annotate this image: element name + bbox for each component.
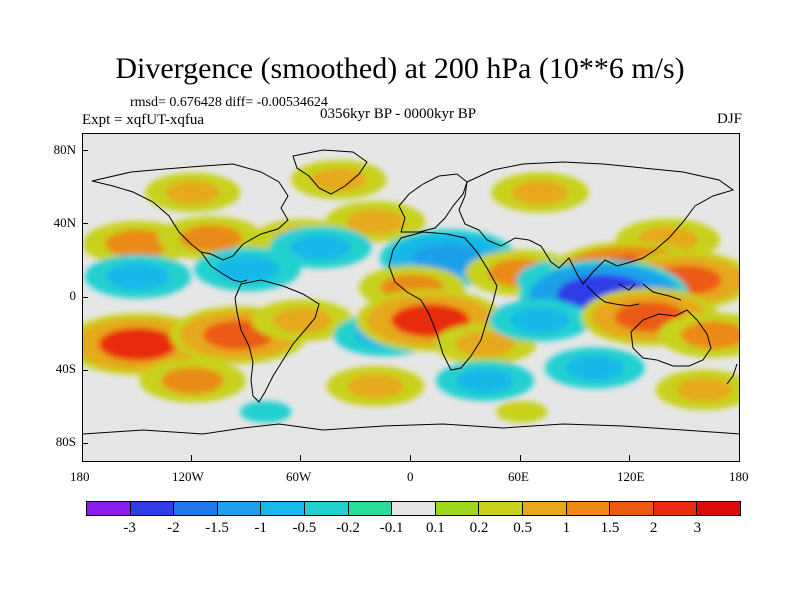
- experiment-label: Expt = xqfUT-xqfua: [82, 112, 205, 128]
- divergence-blob: [98, 327, 177, 361]
- y-tick-mark: [82, 223, 88, 224]
- colorbar-swatch: [304, 502, 349, 515]
- divergence-blob: [391, 303, 470, 337]
- colorbar-label: 1: [562, 520, 571, 536]
- x-tick-label: 0: [407, 469, 414, 484]
- colorbar-swatch: [261, 502, 305, 515]
- colorbar-label: -1.5: [205, 520, 229, 536]
- colorbar-label: 3: [693, 520, 702, 536]
- coastline-south-america: [234, 279, 320, 403]
- period-label: 0356kyr BP - 0000kyr BP: [320, 106, 477, 122]
- divergence-blob: [165, 180, 220, 205]
- x-tick-mark: [300, 455, 301, 461]
- colorbar-swatch: [479, 502, 523, 515]
- x-tick-mark: [410, 455, 411, 461]
- colorbar-label: -2: [167, 520, 180, 536]
- divergence-blob: [240, 400, 292, 423]
- x-tick-mark: [520, 455, 521, 461]
- divergence-blob: [565, 355, 624, 381]
- divergence-blob: [105, 229, 171, 258]
- colorbar-swatch: [566, 502, 611, 515]
- colorbar-label: -0.2: [336, 520, 360, 536]
- y-tick-label: 40S: [55, 361, 76, 376]
- coastline-new-zealand: [726, 363, 738, 385]
- y-tick-mark: [82, 297, 88, 298]
- coastlines: [83, 149, 739, 435]
- colorbar-swatch: [697, 502, 740, 515]
- colorbar-swatch: [130, 502, 175, 515]
- divergence-blob: [179, 224, 243, 252]
- divergence-blob: [347, 374, 404, 399]
- y-tick-label: 0: [69, 288, 77, 303]
- colorbar-swatch: [217, 502, 262, 515]
- colorbar: [86, 501, 741, 516]
- y-tick-label: 80S: [55, 434, 76, 449]
- coastline-central-america: [200, 251, 248, 283]
- y-tick-label: 80N: [53, 142, 76, 157]
- coastline-europe: [398, 173, 468, 233]
- colorbar-label: 0.1: [425, 520, 445, 536]
- colorbar-swatch: [348, 502, 393, 515]
- colorbar-label: 1.5: [600, 520, 620, 536]
- colorbar-swatch: [653, 502, 698, 515]
- divergence-blob: [290, 234, 351, 260]
- x-tick-mark: [191, 455, 192, 461]
- colorbar-label: -3: [123, 520, 136, 536]
- y-tick-mark: [82, 443, 88, 444]
- divergence-blob: [680, 321, 739, 349]
- divergence-map: [83, 134, 739, 461]
- coastline-antarctica: [83, 423, 739, 435]
- rmsd-diff-text: rmsd= 0.676428 diff= -0.00534624: [130, 95, 328, 110]
- x-tick-mark: [629, 455, 630, 461]
- y-tick-label: 40N: [53, 215, 76, 230]
- divergence-blob: [455, 331, 515, 357]
- x-tick-label: 120E: [617, 469, 645, 484]
- map-plot-area: [82, 133, 740, 462]
- divergence-blob: [457, 368, 514, 393]
- colorbar-swatch: [87, 502, 131, 515]
- divergence-blob: [272, 307, 332, 333]
- coastline-australia: [630, 309, 712, 367]
- divergence-blob: [413, 243, 484, 274]
- colorbar-swatch: [522, 502, 567, 515]
- divergence-blob: [106, 263, 170, 290]
- divergence-blob: [346, 209, 405, 234]
- divergence-blob: [510, 307, 570, 333]
- divergence-blob: [216, 256, 279, 283]
- divergence-blob: [311, 168, 367, 192]
- coastline-north-america: [91, 163, 289, 261]
- colorbar-label: -1: [254, 520, 267, 536]
- y-tick-mark: [82, 150, 88, 151]
- coastline-africa: [388, 231, 498, 371]
- x-tick-label: 180: [729, 469, 749, 484]
- divergence-blob: [676, 378, 733, 402]
- coastline-indonesia: [586, 283, 682, 307]
- colorbar-label: 0.5: [513, 520, 533, 536]
- x-tick-label: 180: [70, 469, 90, 484]
- divergence-blob: [511, 180, 569, 205]
- colorbar-label: -0.5: [292, 520, 317, 536]
- divergence-blob: [161, 367, 224, 394]
- colorbar-label: -0.1: [379, 520, 404, 536]
- colorbar-swatch: [610, 502, 654, 515]
- divergence-blob: [495, 400, 548, 423]
- coastline-greenland: [292, 149, 368, 195]
- x-tick-label: 60E: [508, 469, 529, 484]
- plot-title: Divergence (smoothed) at 200 hPa (10**6 …: [115, 52, 685, 85]
- colorbar-swatch: [174, 502, 218, 515]
- colorbar-swatch: [435, 502, 480, 515]
- y-tick-mark: [82, 370, 88, 371]
- x-tick-label: 120W: [172, 469, 204, 484]
- colorbar-swatch: [392, 502, 436, 515]
- divergence-field: [83, 159, 739, 423]
- x-tick-label: 60W: [286, 469, 312, 484]
- colorbar-label: 2: [649, 520, 658, 536]
- season-label: DJF: [716, 111, 742, 127]
- colorbar-label: 0.2: [469, 520, 489, 536]
- coastline-asia: [458, 161, 735, 285]
